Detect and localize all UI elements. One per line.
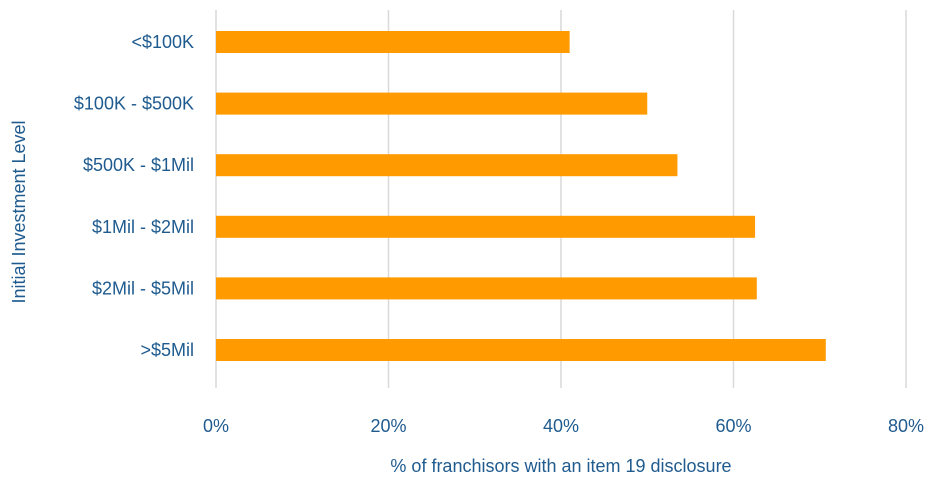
category-label: $500K - $1Mil [83,155,194,175]
x-tick-label: 60% [715,416,751,436]
x-axis-title: % of franchisors with an item 19 disclos… [390,456,731,476]
x-tick-label: 80% [888,416,924,436]
bars [216,31,826,361]
x-tick-label: 0% [203,416,229,436]
y-axis-title: Initial Investment Level [9,120,29,303]
category-label: $1Mil - $2Mil [92,217,194,237]
category-labels: <$100K $100K - $500K $500K - $1Mil $1Mil - … [74,32,194,360]
bar [216,339,826,361]
bar [216,31,570,53]
category-label: $2Mil - $5Mil [92,278,194,298]
bar [216,154,678,177]
gridlines [215,10,907,388]
bar [216,92,648,115]
x-tick-label: 20% [370,416,406,436]
bar [216,215,756,238]
category-label: >$5Mil [140,340,194,360]
bar [216,277,757,300]
category-label: $100K - $500K [74,94,194,114]
x-tick-labels: 0% 20% 40% 60% 80% [203,416,924,436]
x-tick-label: 40% [543,416,579,436]
category-label: <$100K [131,32,194,52]
